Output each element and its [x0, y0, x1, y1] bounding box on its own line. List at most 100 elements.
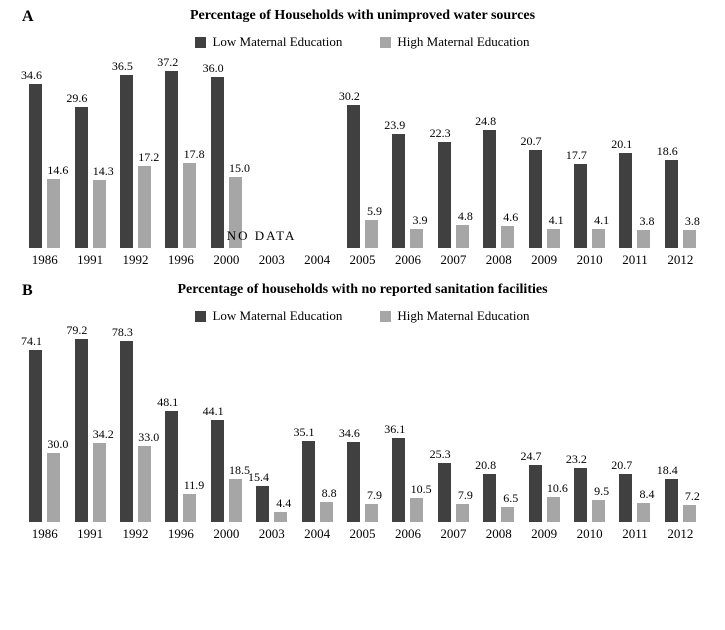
chart-a-legend: Low Maternal Education High Maternal Edu… — [22, 34, 703, 50]
bar-low: 24.8 — [483, 130, 496, 248]
bar-high-label: 11.9 — [184, 478, 205, 494]
axis-tick: 2006 — [385, 252, 430, 268]
bar-group: 18.63.8 — [658, 58, 703, 248]
bar-high-label: 10.6 — [547, 481, 568, 497]
bar-high: 4.4 — [274, 512, 287, 522]
bar-low-label: 36.5 — [112, 59, 133, 75]
bar-group: 23.29.5 — [567, 332, 612, 522]
bar-low-label: 23.9 — [384, 118, 405, 134]
bar-low-label: 30.2 — [339, 89, 360, 105]
bar-high-label: 14.6 — [47, 163, 68, 179]
axis-tick: 2010 — [567, 252, 612, 268]
bar-high: 34.2 — [93, 443, 106, 522]
bar-group: 37.217.8 — [158, 58, 203, 248]
legend-low-label: Low Maternal Education — [212, 34, 342, 50]
bar-group: 20.13.8 — [612, 58, 657, 248]
axis-tick: 1991 — [67, 526, 112, 542]
bar-high: 33.0 — [138, 446, 151, 522]
bar-low-label: 18.4 — [657, 463, 678, 479]
bar-high-label: 17.2 — [138, 150, 159, 166]
bar-high: 6.5 — [501, 507, 514, 522]
bar-low-label: 24.8 — [475, 114, 496, 130]
bar-low: 35.1 — [302, 441, 315, 522]
bar-group: 24.8 4.6 — [476, 58, 521, 248]
swatch-low-icon — [195, 37, 206, 48]
chart-a-title: Percentage of Households with unimproved… — [22, 8, 703, 24]
bar-group: 23.93.9 — [385, 58, 430, 248]
axis-tick: 1996 — [158, 252, 203, 268]
bar-high: 9.5 — [592, 500, 605, 522]
chart-b-axis: 1986199119921996200020032004200520062007… — [22, 526, 703, 542]
bar-low-label: 78.3 — [112, 325, 133, 341]
bar-group: 20.7 4.1 — [521, 58, 566, 248]
legend-item-high: High Maternal Education — [380, 34, 529, 50]
bar-high: 30.0 — [47, 453, 60, 523]
axis-tick: 2009 — [521, 252, 566, 268]
bar-low-label: 15.4 — [248, 470, 269, 486]
panel-a-letter: A — [22, 8, 34, 26]
axis-tick: 2010 — [567, 526, 612, 542]
bar-low-label: 29.6 — [66, 91, 87, 107]
bar-low: 34.6 — [29, 84, 42, 248]
bar-high: 4.6 — [501, 226, 514, 248]
bar-high-label: 5.9 — [367, 204, 382, 220]
legend-item-low: Low Maternal Education — [195, 308, 342, 324]
axis-tick: 2012 — [658, 252, 703, 268]
bar-group: 22.3 4.8 — [431, 58, 476, 248]
bar-low-label: 36.0 — [203, 61, 224, 77]
bar-group: 29.6 14.3 — [67, 58, 112, 248]
legend-item-high: High Maternal Education — [380, 308, 529, 324]
bar-low-label: 34.6 — [339, 426, 360, 442]
bar-group: 48.1 11.9 — [158, 332, 203, 522]
bar-high: 4.8 — [456, 225, 469, 248]
bar-high-label: 30.0 — [47, 437, 68, 453]
panel-a: A Percentage of Households with unimprov… — [22, 8, 703, 268]
bar-low-label: 17.7 — [566, 148, 587, 164]
bar-high-label: 4.4 — [276, 496, 291, 512]
bar-low: 25.3 — [438, 463, 451, 522]
bar-high-label: 18.5 — [229, 463, 250, 479]
axis-tick: 2011 — [612, 526, 657, 542]
bar-low: 78.3 — [120, 341, 133, 522]
bar-high-label: 33.0 — [138, 430, 159, 446]
bar-low: 29.6 — [75, 107, 88, 248]
axis-tick: 2003 — [249, 526, 294, 542]
bar-high: 14.6 — [47, 179, 60, 248]
bar-high: 18.5 — [229, 479, 242, 522]
legend-low-label: Low Maternal Education — [212, 308, 342, 324]
bar-low-label: 20.7 — [520, 134, 541, 150]
bar-high: 11.9 — [183, 494, 196, 522]
bar-low-label: 36.1 — [384, 422, 405, 438]
bar-high-label: 8.8 — [322, 486, 337, 502]
axis-tick: 2000 — [204, 252, 249, 268]
panel-b: B Percentage of households with no repor… — [22, 282, 703, 542]
bar-low-label: 20.8 — [475, 458, 496, 474]
chart-b-plot: 74.130.079.234.278.333.048.111.944.118.5… — [22, 332, 703, 522]
axis-tick: 2008 — [476, 526, 521, 542]
bar-low: 48.1 — [165, 411, 178, 522]
bar-high: 3.8 — [637, 230, 650, 248]
bar-high-label: 10.5 — [411, 482, 432, 498]
bar-group: 74.130.0 — [22, 332, 67, 522]
bar-low: 36.5 — [120, 75, 133, 248]
bar-high-label: 7.2 — [685, 489, 700, 505]
bar-low-label: 22.3 — [430, 126, 451, 142]
bar-high-label: 3.8 — [639, 214, 654, 230]
bar-low: 22.3 — [438, 142, 451, 248]
bar-high-label: 3.8 — [685, 214, 700, 230]
chart-b-title: Percentage of households with no reporte… — [22, 282, 703, 298]
bar-high-label: 9.5 — [594, 484, 609, 500]
bar-high: 14.3 — [93, 180, 106, 248]
axis-tick: 2004 — [294, 526, 339, 542]
bar-group: 30.2 5.9 — [340, 58, 385, 248]
axis-tick: 1992 — [113, 252, 158, 268]
bar-group: 20.78.4 — [612, 332, 657, 522]
axis-tick: 2004 — [294, 252, 339, 268]
axis-tick: 1996 — [158, 526, 203, 542]
bar-group: 18.4 7.2 — [658, 332, 703, 522]
bar-high: 4.1 — [592, 229, 605, 248]
bar-group: 20.8 6.5 — [476, 332, 521, 522]
chart-a-plot: 34.614.629.614.336.517.237.217.836.015.0… — [22, 58, 703, 248]
bar-high-label: 4.1 — [549, 213, 564, 229]
bar-low: 20.7 — [619, 474, 632, 522]
